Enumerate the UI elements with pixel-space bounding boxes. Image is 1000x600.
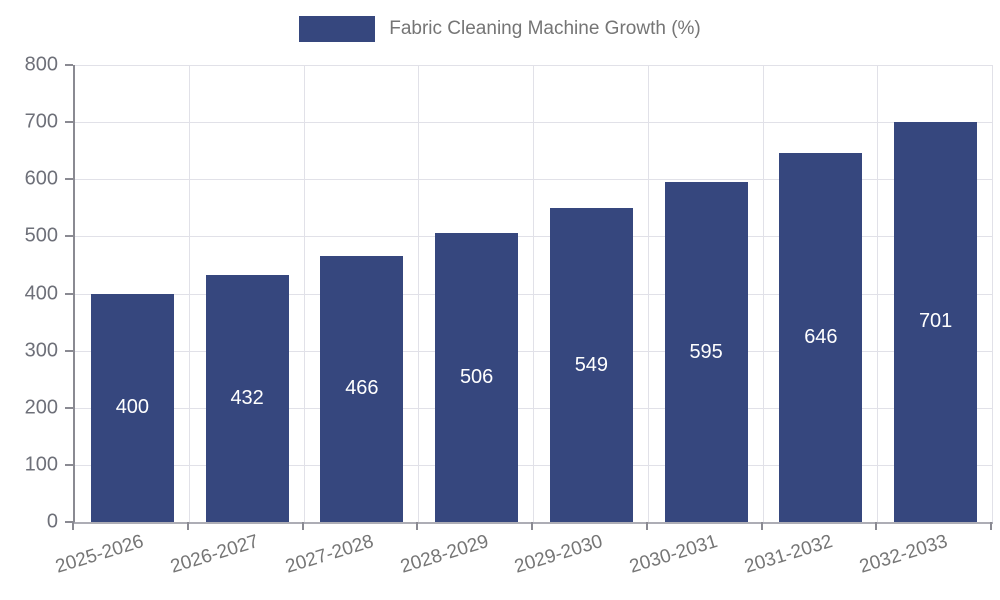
y-tick-mark [65,121,73,124]
y-tick-mark [65,521,73,523]
bar[interactable]: 506 [435,232,519,522]
gridline-horizontal [75,179,993,181]
y-tick-label: 200 [24,396,58,419]
gridline-horizontal [75,407,993,409]
x-category-label: 2032-2033 [856,531,950,578]
x-tick-mark [186,522,189,530]
y-tick-label: 100 [24,453,58,476]
bar-value-label: 595 [689,340,723,363]
y-tick-label: 500 [24,224,58,247]
bar-value-label: 549 [574,353,609,376]
bar[interactable]: 701 [894,121,978,522]
gridline-vertical [647,65,649,522]
legend-swatch [299,16,376,42]
x-tick-mark [760,522,763,530]
gridline-horizontal [75,293,993,295]
bar-value-label: 646 [804,325,838,348]
bar-value-label: 432 [230,387,264,410]
plot-area: 400 432 466 506 549 595 646 701 [73,65,993,524]
gridline-vertical [877,65,879,522]
gridline-horizontal [75,236,993,238]
gridline-vertical [992,65,993,522]
y-tick-mark [65,178,73,181]
y-tick-label: 700 [24,110,58,133]
y-tick-mark [65,64,73,66]
x-category-label: 2027-2028 [282,531,377,578]
y-tick-mark [65,406,73,409]
x-tick-mark [990,522,992,530]
y-tick-mark [65,292,73,295]
y-tick-label: 300 [24,339,58,362]
gridline-vertical [188,65,190,522]
y-tick-label: 800 [24,53,58,76]
x-category-label: 2026-2027 [168,531,262,578]
bar[interactable]: 432 [205,275,289,522]
bar[interactable]: 595 [664,182,748,522]
y-tick-mark [65,349,73,352]
y-tick-mark [65,235,73,238]
x-category-label: 2029-2030 [512,531,606,578]
legend-label: Fabric Cleaning Machine Growth (%) [389,18,701,39]
y-tick-label: 600 [24,167,58,190]
x-tick-mark [416,522,419,530]
x-category-label: 2025-2026 [53,531,147,578]
bar[interactable]: 466 [320,255,404,522]
bar[interactable]: 646 [779,152,863,522]
x-category-label: 2030-2031 [627,531,721,578]
gridline-vertical [303,65,305,522]
gridline-vertical [418,65,420,522]
x-tick-mark [301,522,304,530]
x-tick-mark [875,522,878,530]
gridline-vertical [762,65,764,522]
bar-value-label: 400 [115,396,150,419]
bar-value-label: 466 [345,377,379,400]
gridline-horizontal [75,65,993,66]
bar-value-label: 506 [459,365,494,388]
x-tick-mark [531,522,533,530]
gridline-vertical [533,65,534,522]
bar-value-label: 701 [918,310,953,333]
x-category-label: 2031-2032 [741,531,836,578]
bar[interactable]: 400 [90,293,174,522]
y-tick-label: 0 [46,510,58,533]
gridline-horizontal [75,122,993,124]
y-tick-label: 400 [24,282,58,304]
gridline-horizontal [75,464,993,466]
x-category-label: 2028-2029 [397,531,491,578]
x-tick-mark [72,522,74,530]
y-tick-mark [65,463,73,466]
x-tick-mark [645,522,648,530]
legend[interactable]: Fabric Cleaning Machine Growth (%) [0,16,1000,42]
bar[interactable]: 549 [549,208,633,522]
gridline-horizontal [75,350,993,352]
